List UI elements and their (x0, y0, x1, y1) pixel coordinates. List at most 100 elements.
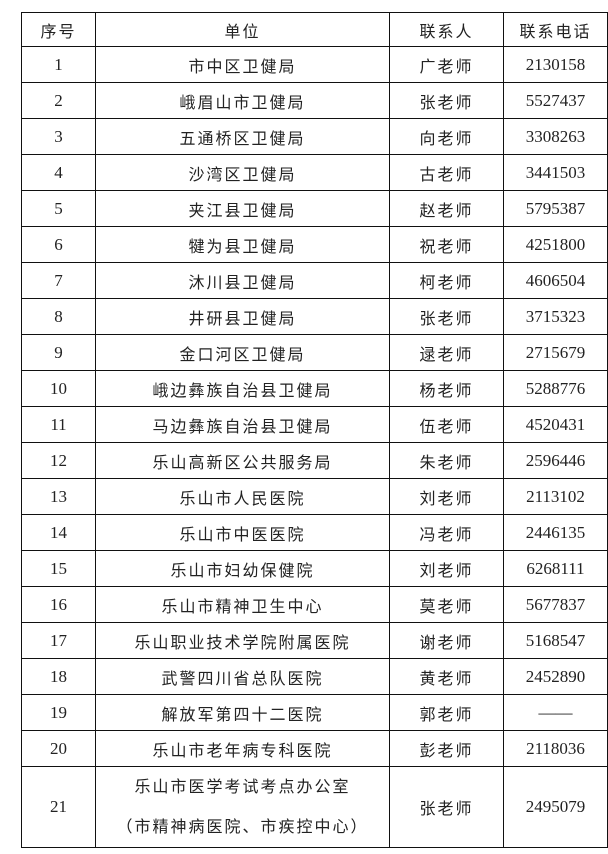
row-unit: 市中区卫健局 (95, 46, 390, 83)
row-phone: 4606504 (503, 262, 608, 299)
row-contact: 杨老师 (389, 370, 504, 407)
row-no: 16 (21, 586, 96, 623)
table-row: 4 沙湾区卫健局 古老师 3441503 (21, 154, 608, 191)
header-phone: 联系电话 (503, 12, 608, 47)
row-unit: 乐山市医学考试考点办公室 （市精神病医院、市疾控中心） (95, 766, 390, 848)
row-contact: 张老师 (389, 766, 504, 848)
table-row: 16 乐山市精神卫生中心 莫老师 5677837 (21, 586, 608, 623)
row-no: 6 (21, 226, 96, 263)
table-row: 1 市中区卫健局 广老师 2130158 (21, 46, 608, 83)
row-no: 13 (21, 478, 96, 515)
header-no: 序号 (21, 12, 96, 47)
table-row: 7 沐川县卫健局 柯老师 4606504 (21, 262, 608, 299)
row-unit: 乐山市妇幼保健院 (95, 550, 390, 587)
row-phone: 3308263 (503, 118, 608, 155)
table-row: 17 乐山职业技术学院附属医院 谢老师 5168547 (21, 622, 608, 659)
row-unit-line2: （市精神病医院、市疾控中心） (116, 817, 369, 836)
row-phone: 3441503 (503, 154, 608, 191)
row-no: 1 (21, 46, 96, 83)
row-unit: 乐山市中医医院 (95, 514, 390, 551)
row-phone: 2495079 (503, 766, 608, 848)
row-contact: 柯老师 (389, 262, 504, 299)
table-row: 5 夹江县卫健局 赵老师 5795387 (21, 190, 608, 227)
row-no: 8 (21, 298, 96, 335)
row-unit: 沙湾区卫健局 (95, 154, 390, 191)
row-phone: 3715323 (503, 298, 608, 335)
table-row: 12 乐山高新区公共服务局 朱老师 2596446 (21, 442, 608, 479)
row-no: 5 (21, 190, 96, 227)
row-unit: 五通桥区卫健局 (95, 118, 390, 155)
row-no: 18 (21, 658, 96, 695)
row-contact: 伍老师 (389, 406, 504, 443)
row-no: 9 (21, 334, 96, 371)
row-no: 4 (21, 154, 96, 191)
row-no: 15 (21, 550, 96, 587)
row-contact: 古老师 (389, 154, 504, 191)
row-contact: 赵老师 (389, 190, 504, 227)
row-contact: 郭老师 (389, 694, 504, 731)
row-unit: 武警四川省总队医院 (95, 658, 390, 695)
row-phone: 5677837 (503, 586, 608, 623)
contact-table: 序号 单位 联系人 联系电话 1 市中区卫健局 广老师 2130158 2 峨眉山市卫健局… (21, 12, 608, 848)
row-contact: 莫老师 (389, 586, 504, 623)
row-unit: 乐山职业技术学院附属医院 (95, 622, 390, 659)
table-row: 2 峨眉山市卫健局 张老师 5527437 (21, 82, 608, 119)
row-unit: 乐山市人民医院 (95, 478, 390, 515)
row-unit: 峨眉山市卫健局 (95, 82, 390, 119)
row-unit: 马边彝族自治县卫健局 (95, 406, 390, 443)
row-no: 7 (21, 262, 96, 299)
row-no: 12 (21, 442, 96, 479)
row-phone: 4520431 (503, 406, 608, 443)
row-phone: 2113102 (503, 478, 608, 515)
row-contact: 祝老师 (389, 226, 504, 263)
row-no: 17 (21, 622, 96, 659)
row-contact: 广老师 (389, 46, 504, 83)
table-row: 18 武警四川省总队医院 黄老师 2452890 (21, 658, 608, 695)
row-no: 2 (21, 82, 96, 119)
row-contact: 刘老师 (389, 550, 504, 587)
row-contact: 黄老师 (389, 658, 504, 695)
row-contact: 冯老师 (389, 514, 504, 551)
table-row: 19 解放军第四十二医院 郭老师 —— (21, 694, 608, 731)
row-no: 21 (21, 766, 96, 848)
row-phone: 2596446 (503, 442, 608, 479)
row-contact: 向老师 (389, 118, 504, 155)
row-contact: 逯老师 (389, 334, 504, 371)
row-phone: 2446135 (503, 514, 608, 551)
row-phone: 2118036 (503, 730, 608, 767)
row-no: 20 (21, 730, 96, 767)
row-contact: 彭老师 (389, 730, 504, 767)
row-unit: 沐川县卫健局 (95, 262, 390, 299)
row-unit: 乐山市老年病专科医院 (95, 730, 390, 767)
table-row: 14 乐山市中医医院 冯老师 2446135 (21, 514, 608, 551)
row-unit: 解放军第四十二医院 (95, 694, 390, 731)
row-unit: 峨边彝族自治县卫健局 (95, 370, 390, 407)
row-phone: 2715679 (503, 334, 608, 371)
table-row: 9 金口河区卫健局 逯老师 2715679 (21, 334, 608, 371)
row-contact: 刘老师 (389, 478, 504, 515)
row-no: 19 (21, 694, 96, 731)
table-header-row: 序号 单位 联系人 联系电话 (21, 12, 608, 47)
row-phone: —— (503, 694, 608, 731)
row-no: 14 (21, 514, 96, 551)
row-no: 11 (21, 406, 96, 443)
row-contact: 朱老师 (389, 442, 504, 479)
row-unit-line1: 乐山市医学考试考点办公室 (134, 777, 351, 796)
table-row: 15 乐山市妇幼保健院 刘老师 6268111 (21, 550, 608, 587)
row-no: 10 (21, 370, 96, 407)
row-phone: 4251800 (503, 226, 608, 263)
row-unit: 乐山高新区公共服务局 (95, 442, 390, 479)
row-contact: 张老师 (389, 82, 504, 119)
row-unit: 金口河区卫健局 (95, 334, 390, 371)
row-phone: 6268111 (503, 550, 608, 587)
row-contact: 谢老师 (389, 622, 504, 659)
row-phone: 5168547 (503, 622, 608, 659)
table-row: 3 五通桥区卫健局 向老师 3308263 (21, 118, 608, 155)
row-unit: 夹江县卫健局 (95, 190, 390, 227)
row-phone: 5527437 (503, 82, 608, 119)
row-no: 3 (21, 118, 96, 155)
table-row: 10 峨边彝族自治县卫健局 杨老师 5288776 (21, 370, 608, 407)
row-phone: 5795387 (503, 190, 608, 227)
row-unit: 犍为县卫健局 (95, 226, 390, 263)
row-phone: 2452890 (503, 658, 608, 695)
